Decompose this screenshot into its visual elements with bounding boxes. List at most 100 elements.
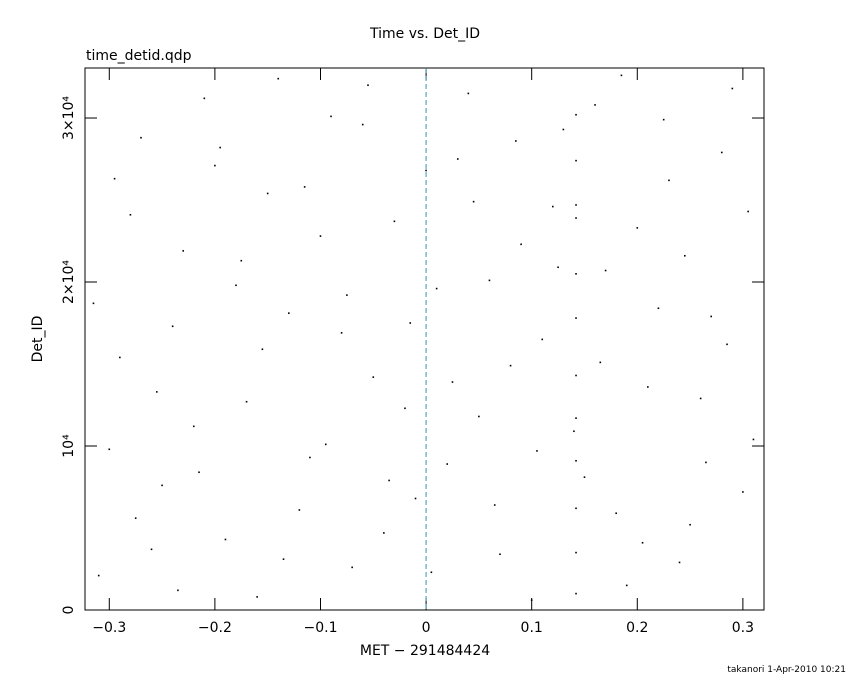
data-point [575, 159, 577, 162]
data-point [478, 415, 480, 418]
data-point [456, 158, 459, 160]
data-point [575, 273, 577, 275]
data-point [361, 123, 364, 126]
y-tick-label: 3×10⁴ [61, 96, 77, 140]
data-point [303, 186, 306, 188]
data-point [499, 553, 501, 556]
data-point [488, 279, 491, 282]
data-point [493, 504, 496, 506]
annotation: takanori 1-Apr-2010 10:21 [727, 665, 846, 675]
data-point [198, 471, 200, 474]
data-point [575, 204, 577, 206]
data-point [647, 386, 649, 388]
data-point [752, 438, 755, 441]
data-point [161, 484, 163, 487]
data-point [134, 517, 137, 519]
data-point [668, 179, 670, 182]
data-point [575, 113, 577, 116]
x-tick-label: −0.3 [92, 620, 126, 636]
data-point [393, 220, 396, 223]
data-point [324, 443, 327, 446]
data-point [119, 356, 121, 359]
data-point [340, 332, 343, 334]
data-point [298, 509, 301, 511]
data-point [575, 317, 577, 319]
data-point [266, 192, 269, 195]
data-point [171, 325, 174, 328]
data-point [641, 541, 644, 544]
data-point [129, 213, 132, 216]
data-point [108, 448, 111, 451]
data-point [615, 512, 617, 515]
data-point [235, 284, 237, 287]
data-point [182, 250, 185, 252]
data-point [425, 169, 427, 172]
x-tick-label: −0.2 [198, 620, 232, 636]
data-point [430, 571, 433, 574]
data-point [435, 287, 438, 290]
data-point [404, 407, 406, 410]
data-point [277, 77, 280, 80]
data-point [575, 507, 577, 510]
data-point [256, 596, 258, 598]
x-axis-label: MET − 291484424 [360, 643, 490, 659]
x-tick-label: 0 [422, 620, 431, 636]
data-point [472, 200, 475, 203]
data-point [684, 254, 686, 257]
data-point [192, 425, 195, 428]
data-point [604, 269, 607, 272]
data-point [552, 205, 554, 208]
data-point [372, 376, 375, 378]
data-point [720, 151, 723, 154]
data-point [583, 476, 586, 478]
data-point [409, 322, 412, 324]
data-point [282, 558, 285, 560]
y-tick-label: 2×10⁴ [61, 260, 77, 304]
data-point [346, 294, 348, 296]
data-point [351, 566, 353, 569]
data-point [245, 400, 248, 403]
data-point [113, 177, 116, 180]
data-point [573, 430, 575, 433]
data-point [594, 104, 596, 106]
data-point [536, 450, 538, 452]
data-point [705, 461, 707, 464]
y-axis-label: Det_ID [30, 316, 46, 363]
data-point [203, 97, 206, 100]
data-point [541, 338, 544, 341]
y-tick-label: 10⁴ [61, 434, 77, 458]
x-tick-label: 0.2 [626, 620, 648, 636]
data-point [562, 128, 565, 131]
data-point [662, 118, 665, 121]
data-point [224, 538, 227, 541]
data-point [575, 374, 577, 377]
data-point [214, 164, 216, 167]
data-point [309, 456, 311, 459]
data-point [414, 497, 417, 500]
data-point [575, 217, 577, 219]
data-point [575, 417, 577, 419]
data-point [620, 74, 623, 77]
x-tick-label: 0.3 [732, 620, 754, 636]
data-point [97, 574, 100, 577]
data-point [509, 364, 512, 367]
plot-frame [84, 67, 765, 611]
data-point [150, 548, 153, 551]
data-point [747, 210, 749, 213]
x-tick-label: −0.1 [303, 620, 337, 636]
data-point [657, 307, 660, 310]
data-point [330, 115, 332, 118]
data-point [319, 235, 322, 237]
data-point [599, 361, 602, 364]
data-point [742, 491, 744, 493]
data-point [288, 312, 290, 314]
data-point [731, 87, 734, 90]
data-point [177, 589, 179, 592]
data-point [575, 592, 577, 595]
data-point [520, 243, 522, 246]
data-point [388, 479, 390, 482]
data-point [710, 315, 713, 318]
data-point [678, 561, 681, 564]
data-point [92, 302, 95, 305]
